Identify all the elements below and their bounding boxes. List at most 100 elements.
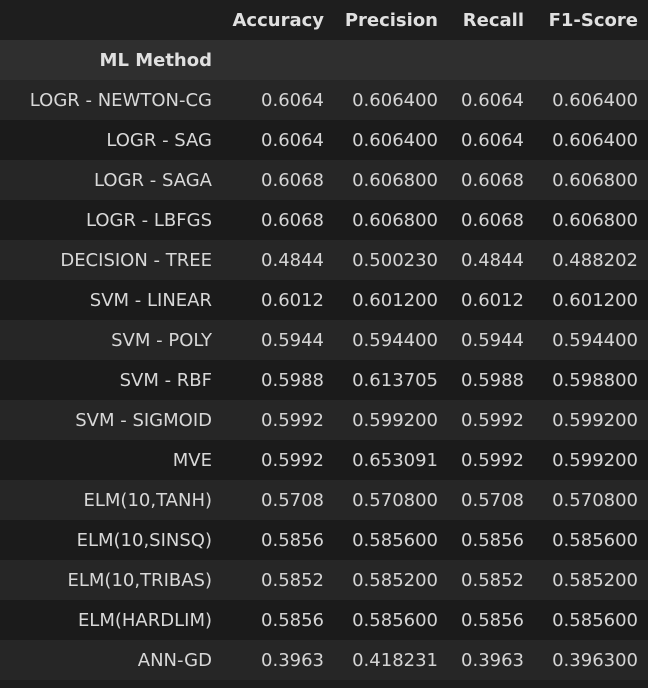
cell-precision: 0.585200	[352, 569, 438, 591]
table-row: ELM(HARDLIM) 0.5856 0.585600 0.5856 0.585600	[0, 600, 648, 640]
index-header-row: ML Method	[0, 40, 648, 80]
table-row: SVM - RBF 0.5988 0.613705 0.5988 0.598800	[0, 360, 648, 400]
cell-recall: 0.4844	[461, 249, 524, 271]
header-recall: Recall	[462, 9, 524, 31]
header-precision: Precision	[344, 9, 438, 31]
cell-precision: 0.653091	[352, 449, 438, 471]
cell-recall: 0.5944	[461, 329, 524, 351]
table-row: SVM - SIGMOID 0.5992 0.599200 0.5992 0.59920…	[0, 400, 648, 440]
cell-precision: 0.599200	[352, 409, 438, 431]
table-row: DECISION - TREE 0.4844 0.500230 0.4844 0.488…	[0, 240, 648, 280]
cell-recall: 0.5856	[461, 609, 524, 631]
table-row: SVM - POLY 0.5944 0.594400 0.5944 0.594400	[0, 320, 648, 360]
cell-accuracy: 0.6068	[261, 209, 324, 231]
cell-recall: 0.5708	[461, 489, 524, 511]
cell-f1: 0.585600	[552, 529, 638, 551]
cell-recall: 0.5988	[461, 369, 524, 391]
row-label: LOGR - SAG	[106, 129, 212, 151]
header-f1-score: F1-Score	[548, 9, 638, 31]
cell-recall: 0.6012	[461, 289, 524, 311]
table-header: Accuracy Precision Recall F1-Score ML Me…	[0, 0, 648, 80]
cell-precision: 0.601200	[352, 289, 438, 311]
cell-f1: 0.585600	[552, 609, 638, 631]
cell-recall: 0.6064	[461, 129, 524, 151]
row-label: SVM - SIGMOID	[75, 409, 212, 431]
cell-f1: 0.606800	[552, 169, 638, 191]
cell-precision: 0.585600	[352, 529, 438, 551]
row-label: SVM - LINEAR	[89, 289, 212, 311]
cell-accuracy: 0.6012	[261, 289, 324, 311]
cell-precision: 0.585600	[352, 609, 438, 631]
table-row: ANN-GD 0.3963 0.418231 0.3963 0.396300	[0, 640, 648, 680]
row-label: ELM(10,TRIBAS)	[67, 569, 212, 591]
table-row: LOGR - NEWTON-CG 0.6064 0.606400 0.6064 0.60…	[0, 80, 648, 120]
table-row: ELM(10,TRIBAS) 0.5852 0.585200 0.5852 0.5852…	[0, 560, 648, 600]
row-label: ANN-GD	[137, 649, 212, 671]
cell-recall: 0.6068	[461, 209, 524, 231]
cell-accuracy: 0.3963	[261, 649, 324, 671]
header-blank	[0, 0, 222, 40]
cell-accuracy: 0.5856	[261, 609, 324, 631]
cell-recall: 0.5852	[461, 569, 524, 591]
cell-recall: 0.5992	[461, 449, 524, 471]
cell-f1: 0.599200	[552, 409, 638, 431]
cell-accuracy: 0.6068	[261, 169, 324, 191]
cell-accuracy: 0.5992	[261, 409, 324, 431]
cell-f1: 0.606800	[552, 209, 638, 231]
row-label: SVM - POLY	[111, 329, 212, 351]
table-row: LOGR - SAG 0.6064 0.606400 0.6064 0.606400	[0, 120, 648, 160]
cell-f1: 0.599200	[552, 449, 638, 471]
cell-accuracy: 0.5944	[261, 329, 324, 351]
cell-f1: 0.606400	[552, 89, 638, 111]
header-accuracy: Accuracy	[232, 9, 324, 31]
row-label: SVM - RBF	[119, 369, 212, 391]
row-label: MVE	[172, 449, 212, 471]
cell-f1: 0.488202	[552, 249, 638, 271]
cell-precision: 0.606400	[352, 89, 438, 111]
cell-recall: 0.5992	[461, 409, 524, 431]
cell-recall: 0.3963	[461, 649, 524, 671]
table-row: SVM - LINEAR 0.6012 0.601200 0.6012 0.601200	[0, 280, 648, 320]
cell-f1: 0.594400	[552, 329, 638, 351]
table-body: LOGR - NEWTON-CG 0.6064 0.606400 0.6064 0.60…	[0, 80, 648, 680]
row-label: ELM(10,SINSQ)	[76, 529, 212, 551]
cell-recall: 0.6068	[461, 169, 524, 191]
row-label: ELM(10,TANH)	[83, 489, 212, 511]
table-row: ELM(10,TANH) 0.5708 0.570800 0.5708 0.570800	[0, 480, 648, 520]
cell-accuracy: 0.6064	[261, 89, 324, 111]
table-row: LOGR - SAGA 0.6068 0.606800 0.6068 0.606800	[0, 160, 648, 200]
row-label: LOGR - SAGA	[94, 169, 212, 191]
cell-f1: 0.601200	[552, 289, 638, 311]
cell-f1: 0.570800	[552, 489, 638, 511]
cell-precision: 0.500230	[352, 249, 438, 271]
header-ml-method: ML Method	[99, 49, 212, 71]
cell-accuracy: 0.5992	[261, 449, 324, 471]
row-label: ELM(HARDLIM)	[77, 609, 212, 631]
cell-f1: 0.396300	[552, 649, 638, 671]
cell-accuracy: 0.6064	[261, 129, 324, 151]
row-label: LOGR - NEWTON-CG	[29, 89, 212, 111]
row-label: DECISION - TREE	[60, 249, 212, 271]
table-row: LOGR - LBFGS 0.6068 0.606800 0.6068 0.606800	[0, 200, 648, 240]
cell-precision: 0.606800	[352, 169, 438, 191]
cell-recall: 0.5856	[461, 529, 524, 551]
cell-accuracy: 0.5988	[261, 369, 324, 391]
cell-precision: 0.606400	[352, 129, 438, 151]
cell-precision: 0.418231	[352, 649, 438, 671]
cell-recall: 0.6064	[461, 89, 524, 111]
cell-f1: 0.598800	[552, 369, 638, 391]
cell-f1: 0.606400	[552, 129, 638, 151]
cell-accuracy: 0.5708	[261, 489, 324, 511]
cell-precision: 0.606800	[352, 209, 438, 231]
cell-precision: 0.594400	[352, 329, 438, 351]
cell-accuracy: 0.5856	[261, 529, 324, 551]
cell-precision: 0.570800	[352, 489, 438, 511]
cell-f1: 0.585200	[552, 569, 638, 591]
table-row: ELM(10,SINSQ) 0.5856 0.585600 0.5856 0.58560…	[0, 520, 648, 560]
cell-precision: 0.613705	[352, 369, 438, 391]
cell-accuracy: 0.5852	[261, 569, 324, 591]
row-label: LOGR - LBFGS	[85, 209, 212, 231]
cell-accuracy: 0.4844	[261, 249, 324, 271]
column-header-row: Accuracy Precision Recall F1-Score	[0, 0, 648, 40]
